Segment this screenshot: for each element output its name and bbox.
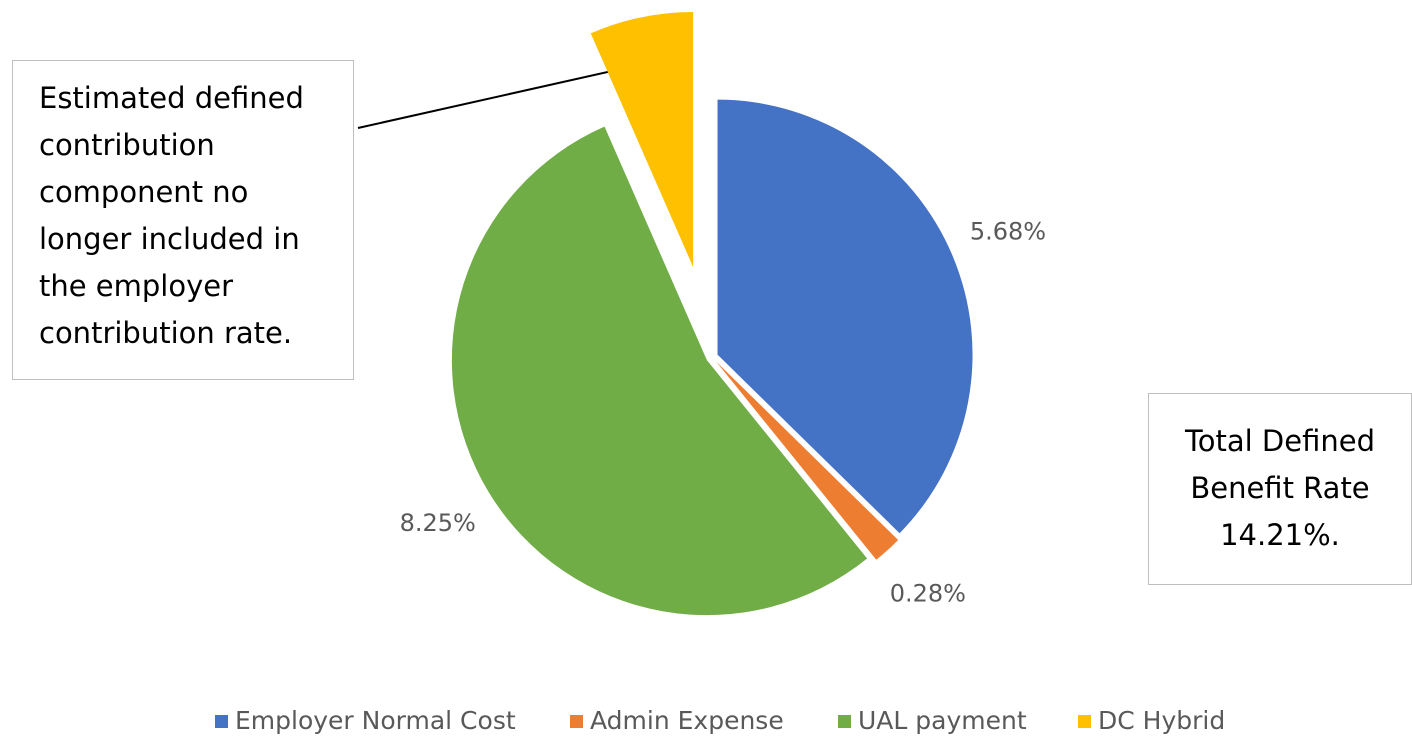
legend-label: UAL payment [858, 706, 1027, 735]
legend-swatch [838, 715, 851, 728]
data-label: 8.25% [400, 509, 476, 537]
legend-swatch [215, 715, 228, 728]
pie-slice [590, 11, 694, 267]
legend-label: DC Hybrid [1098, 706, 1225, 735]
pie-slice [716, 361, 899, 560]
annotation-box: Total Defined Benefit Rate 14.21%. [1148, 393, 1412, 585]
data-label: 0.28% [890, 580, 966, 608]
data-label: 5.68% [970, 218, 1046, 246]
legend-swatch [570, 715, 583, 728]
pie-slice [717, 99, 973, 534]
legend-label: Admin Expense [590, 706, 784, 735]
annotation-arrow [357, 57, 654, 129]
pie-slice [451, 126, 868, 616]
legend-label: Employer Normal Cost [235, 706, 516, 735]
legend-swatch [1078, 715, 1091, 728]
annotation-box: Estimated defined contribution component… [12, 60, 354, 380]
